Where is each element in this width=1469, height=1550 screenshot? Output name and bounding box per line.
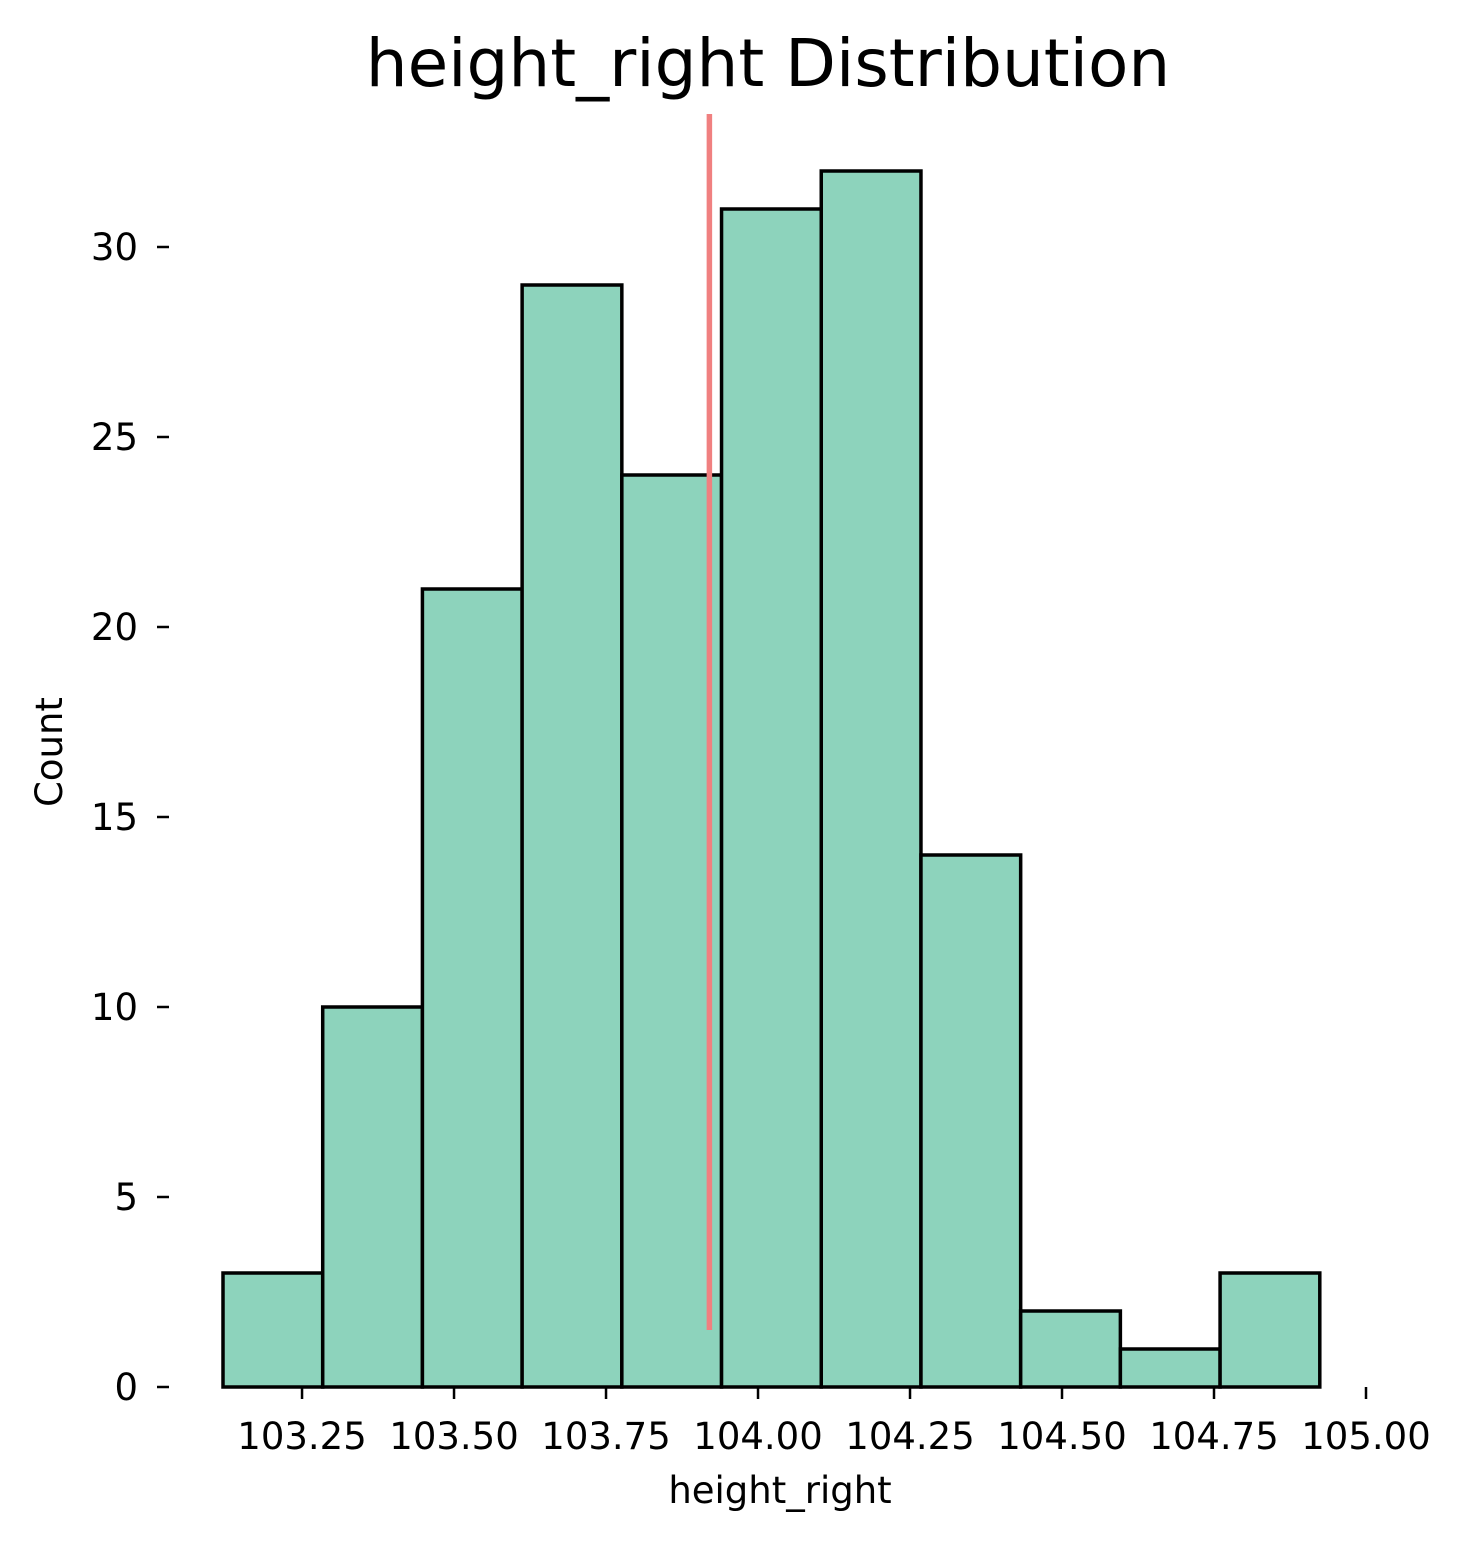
- histogram-bar-2: [320, 1005, 425, 1389]
- x-tick-label: 103.75: [541, 1415, 670, 1458]
- y-tick-label: 0: [114, 1366, 138, 1409]
- histogram-bar-1: [221, 1271, 325, 1389]
- y-tick-label: 30: [91, 226, 138, 269]
- histogram-bar-8: [919, 853, 1023, 1389]
- histogram-bar-11: [1218, 1271, 1322, 1389]
- chart-title: height_right Distribution: [366, 25, 1170, 102]
- y-tick-label: 20: [91, 606, 138, 649]
- histogram-bar-3: [420, 587, 524, 1389]
- histogram-bar-9: [1018, 1309, 1123, 1389]
- x-tick-label: 104.25: [845, 1415, 974, 1458]
- x-tick-label: 103.50: [389, 1415, 518, 1458]
- histogram-bar-10: [1118, 1347, 1222, 1389]
- y-axis-label: Count: [28, 697, 71, 807]
- y-axis-ticks: 0 5 10 15 20 25 30: [91, 226, 169, 1409]
- y-tick-label: 15: [91, 796, 138, 839]
- histogram-bar-6: [719, 207, 824, 1389]
- bars-layer: [221, 169, 1322, 1389]
- histogram-bar-7: [819, 169, 923, 1389]
- x-axis-ticks: 103.25 103.50 103.75 104.00 104.25 104.50 104.…: [237, 1387, 1431, 1458]
- x-tick-label: 104.50: [997, 1415, 1126, 1458]
- histogram-bar-4: [520, 283, 624, 1389]
- x-tick-label: 105.00: [1301, 1415, 1430, 1458]
- y-tick-label: 5: [114, 1176, 138, 1219]
- x-tick-label: 104.00: [693, 1415, 822, 1458]
- x-tick-label: 104.75: [1149, 1415, 1278, 1458]
- x-tick-label: 103.25: [237, 1415, 366, 1458]
- y-tick-label: 25: [91, 416, 138, 459]
- histogram-bar-5: [620, 473, 724, 1389]
- x-axis-label: height_right: [668, 1469, 891, 1512]
- y-tick-label: 10: [91, 986, 138, 1029]
